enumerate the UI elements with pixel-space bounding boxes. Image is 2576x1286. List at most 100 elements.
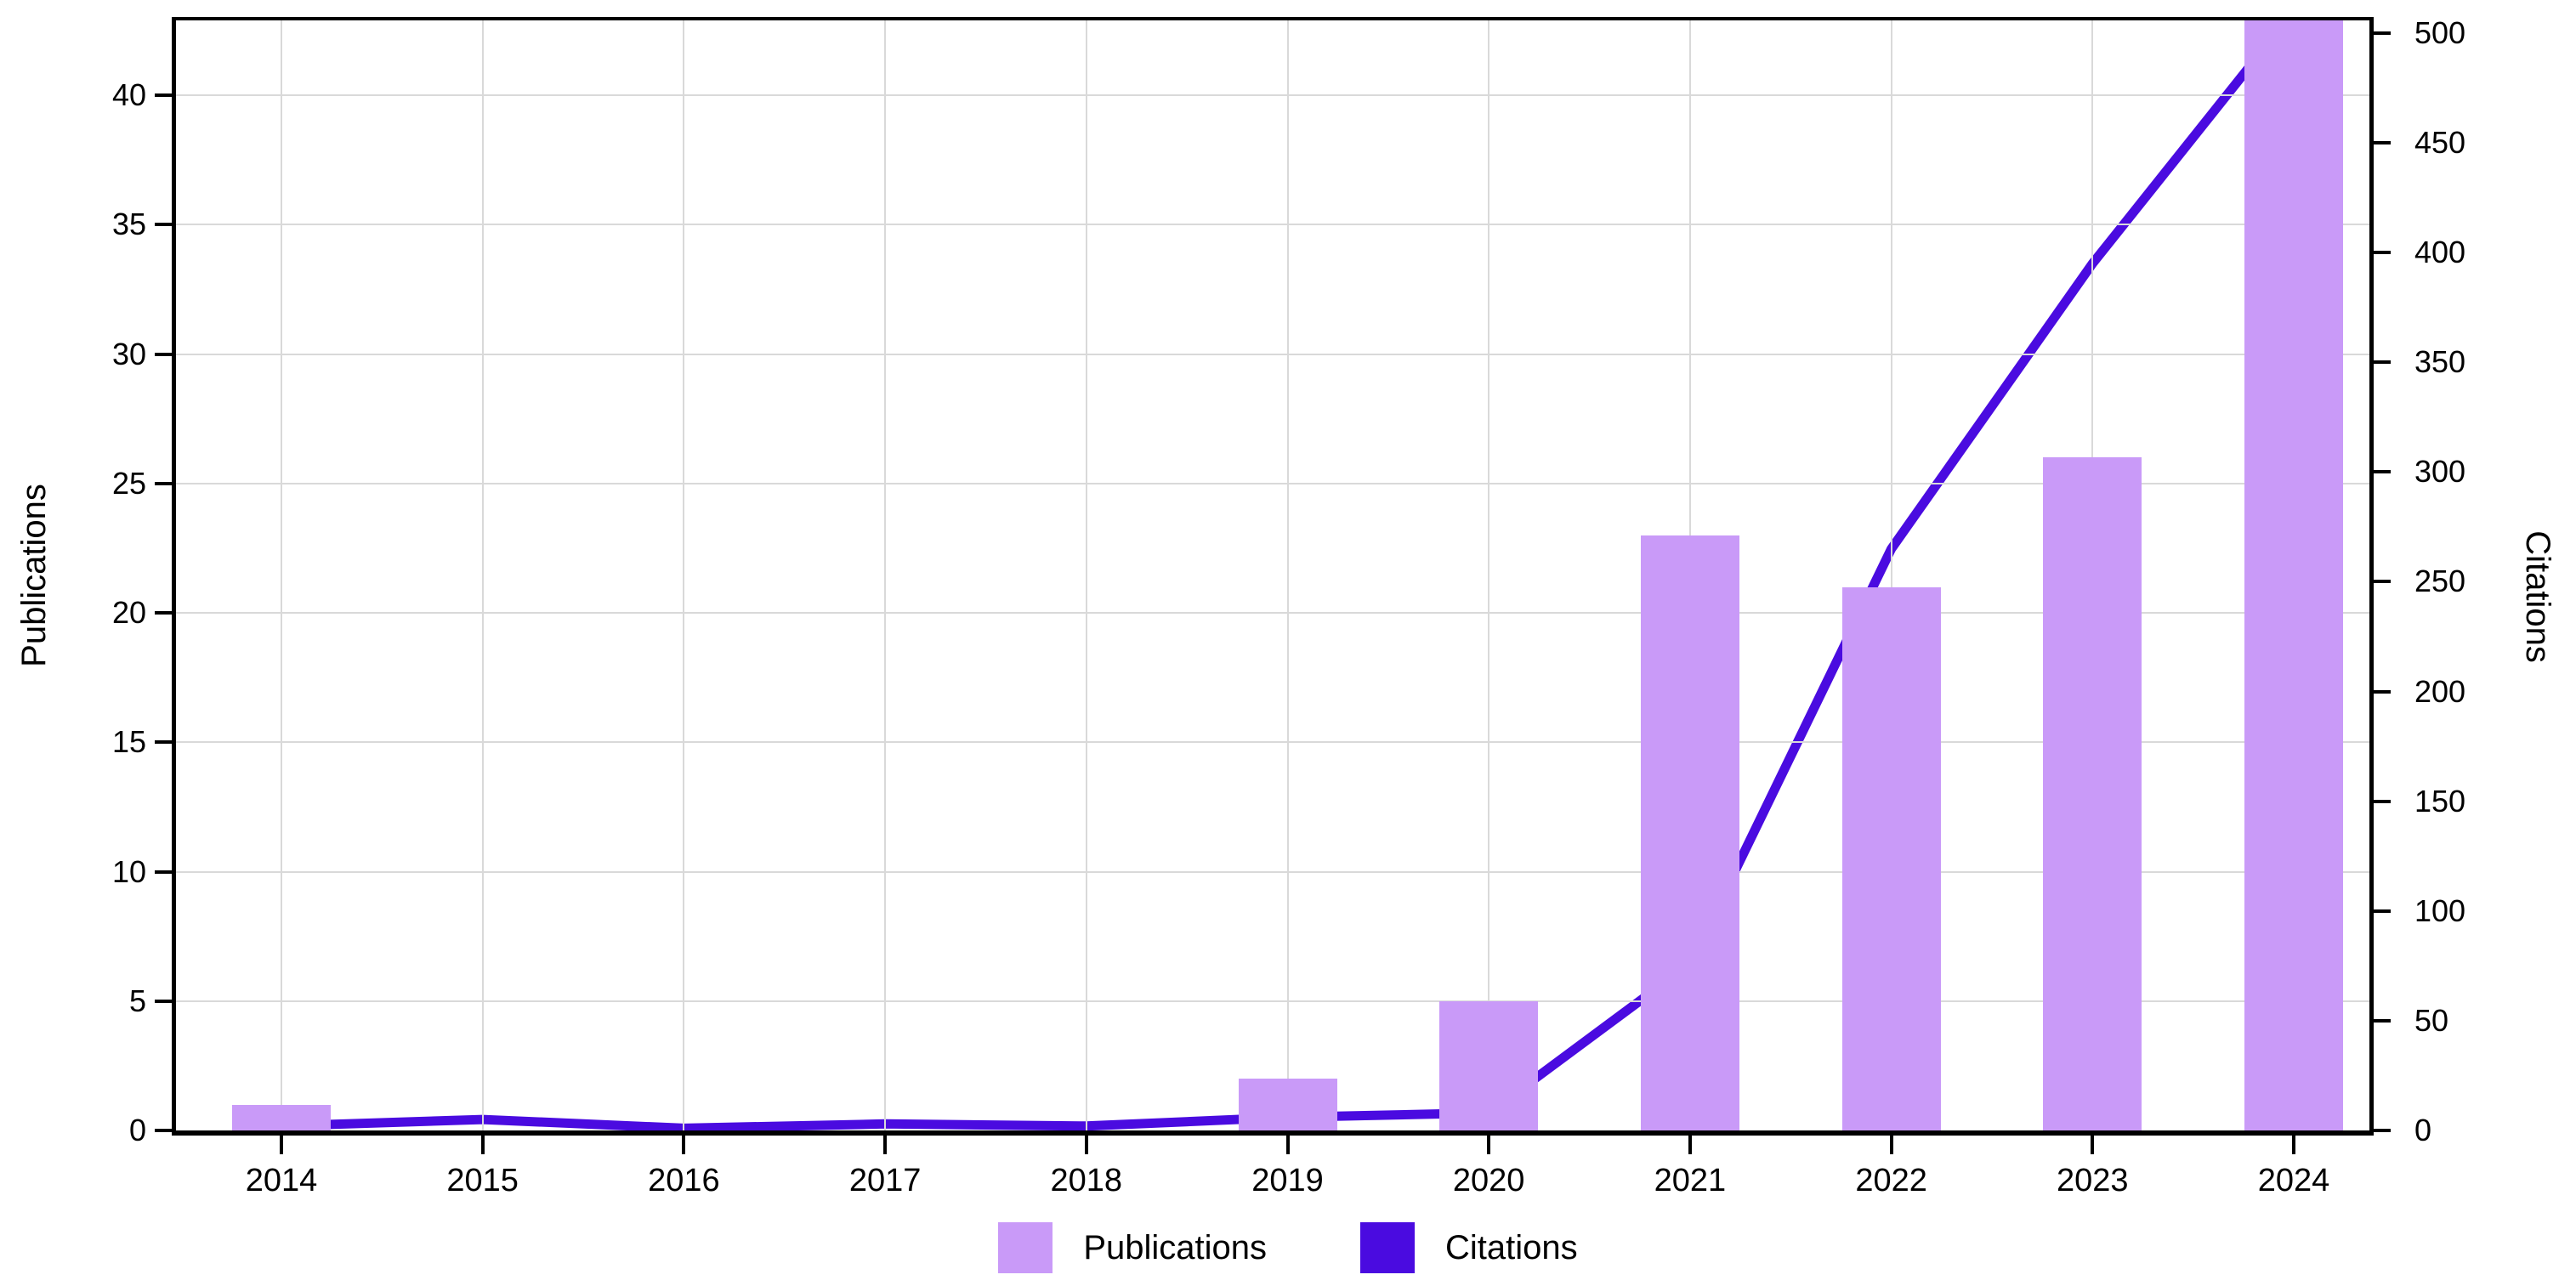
y-left-tick-label: 35 xyxy=(111,207,146,242)
vertical-gridline xyxy=(1890,20,1892,1130)
vertical-gridline xyxy=(884,20,887,1130)
y-right-tick xyxy=(2374,141,2391,145)
y-left-tick-label: 0 xyxy=(128,1113,146,1147)
x-tick xyxy=(1285,1136,1290,1154)
y-left-tick xyxy=(155,999,172,1003)
legend-label-citations: Citations xyxy=(1445,1229,1578,1266)
y-right-tick-label: 100 xyxy=(2414,892,2466,928)
y-right-tick xyxy=(2374,1018,2391,1023)
y-left-tick xyxy=(155,352,172,356)
x-tick xyxy=(1688,1136,1692,1154)
x-tick-label: 2023 xyxy=(2057,1163,2129,1198)
y-right-tick-label: 300 xyxy=(2414,454,2466,490)
vertical-gridline xyxy=(1488,20,1490,1130)
horizontal-gridline xyxy=(176,482,2369,484)
x-tick-label: 2015 xyxy=(446,1163,519,1198)
y-left-tick-label: 40 xyxy=(111,77,146,113)
vertical-gridline xyxy=(683,20,685,1130)
citations-line xyxy=(281,20,2293,1130)
y-right-tick-label: 450 xyxy=(2414,125,2466,161)
x-tick xyxy=(2292,1136,2295,1154)
x-tick xyxy=(1487,1136,1491,1154)
y-right-tick-label: 500 xyxy=(2414,14,2466,50)
y-right-tick xyxy=(2374,251,2391,255)
y-right-tick xyxy=(2374,31,2391,35)
publications-bar xyxy=(232,1104,331,1130)
horizontal-gridline xyxy=(176,1000,2369,1002)
y-left-tick xyxy=(155,1129,172,1132)
publications-bar xyxy=(1640,535,1739,1130)
y-right-axis-title: Citations xyxy=(2519,530,2556,663)
y-right-tick-label: 400 xyxy=(2414,235,2466,270)
y-right-tick-label: 350 xyxy=(2414,344,2466,380)
y-left-tick xyxy=(155,481,172,485)
horizontal-gridline xyxy=(176,353,2369,355)
citations-swatch-icon xyxy=(1360,1222,1416,1273)
x-tick xyxy=(280,1136,283,1154)
publications-bar xyxy=(1841,586,1941,1130)
y-left-tick-label: 10 xyxy=(111,853,146,889)
horizontal-gridline xyxy=(176,94,2369,97)
legend-label-publications: Publications xyxy=(1083,1229,1268,1266)
legend-item-publications: Publications xyxy=(998,1222,1267,1273)
vertical-gridline xyxy=(1286,20,1289,1130)
left-axis-line xyxy=(172,17,176,1136)
y-left-tick-label: 15 xyxy=(111,724,146,760)
vertical-gridline xyxy=(481,20,484,1130)
x-tick xyxy=(1889,1136,1893,1154)
x-tick xyxy=(883,1136,888,1154)
y-right-tick-label: 0 xyxy=(2414,1113,2432,1147)
y-right-tick-label: 150 xyxy=(2414,783,2466,819)
y-right-tick-label: 250 xyxy=(2414,564,2466,599)
horizontal-gridline xyxy=(176,741,2369,744)
y-right-tick xyxy=(2374,799,2391,803)
y-left-tick xyxy=(155,223,172,227)
y-left-axis-title: Publications xyxy=(15,484,53,667)
x-tick-label: 2016 xyxy=(648,1163,720,1198)
x-tick-label: 2019 xyxy=(1251,1163,1324,1198)
y-left-tick-label: 30 xyxy=(111,336,146,371)
publications-bar xyxy=(2244,20,2343,1130)
publications-bar xyxy=(1238,1079,1337,1130)
horizontal-gridline xyxy=(176,870,2369,873)
x-axis-line xyxy=(174,1130,2371,1136)
y-left-tick-label: 5 xyxy=(128,983,146,1018)
y-left-tick xyxy=(155,740,172,745)
y-right-tick xyxy=(2374,470,2391,474)
x-tick-label: 2022 xyxy=(1855,1163,1927,1198)
plot-area xyxy=(176,20,2369,1130)
vertical-gridline xyxy=(281,20,282,1130)
top-spine xyxy=(174,17,2371,20)
vertical-gridline xyxy=(1085,20,1087,1130)
y-right-tick xyxy=(2374,580,2391,584)
y-left-tick-label: 20 xyxy=(111,595,146,631)
legend: Publications Citations xyxy=(0,1222,2576,1273)
y-right-tick-label: 50 xyxy=(2414,1002,2449,1038)
y-left-tick xyxy=(155,611,172,615)
legend-item-citations: Citations xyxy=(1360,1222,1578,1273)
x-tick xyxy=(2091,1136,2095,1154)
x-tick-label: 2017 xyxy=(848,1163,922,1198)
horizontal-gridline xyxy=(176,612,2369,615)
y-left-tick xyxy=(155,870,172,874)
x-tick-label: 2014 xyxy=(245,1163,318,1198)
publications-swatch-icon xyxy=(998,1222,1053,1273)
y-right-tick xyxy=(2374,1129,2391,1132)
right-axis-line xyxy=(2369,17,2374,1136)
x-tick xyxy=(1084,1136,1088,1154)
publications-bar xyxy=(2043,457,2142,1130)
x-tick-label: 2024 xyxy=(2257,1163,2330,1198)
x-tick xyxy=(480,1136,485,1154)
x-tick xyxy=(682,1136,686,1154)
y-right-tick-label: 200 xyxy=(2414,673,2466,709)
x-tick-label: 2020 xyxy=(1452,1163,1525,1198)
horizontal-gridline xyxy=(176,224,2369,226)
y-left-tick xyxy=(155,93,172,98)
x-tick-label: 2021 xyxy=(1654,1163,1727,1198)
y-right-tick xyxy=(2374,360,2391,365)
y-left-tick-label: 25 xyxy=(111,465,146,501)
publications-bar xyxy=(1439,1000,1539,1130)
y-right-tick xyxy=(2374,909,2391,913)
y-right-tick xyxy=(2374,689,2391,694)
